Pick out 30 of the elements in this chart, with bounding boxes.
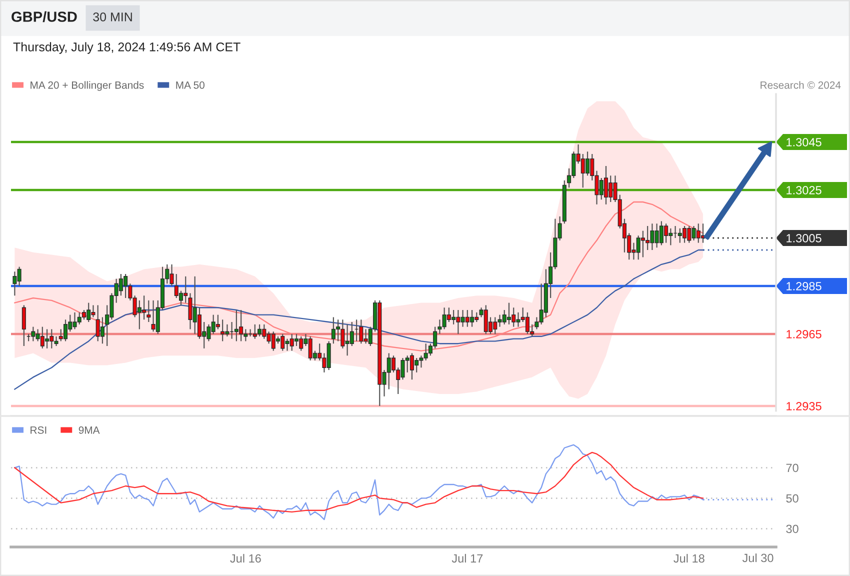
- x-tick-label: Jul 17: [452, 554, 483, 563]
- y-tick-label: 1.2985: [786, 282, 822, 290]
- y-tick-label: 30: [786, 524, 798, 534]
- candlestick: [220, 319, 225, 342]
- candlestick: [146, 300, 151, 323]
- text: Thursday, July 18, 2024 1:49:56 AM CET: [13, 42, 240, 54]
- candlestick: [216, 314, 220, 330]
- line-series: [14, 452, 704, 513]
- candlestick: [22, 304, 26, 347]
- y-tick-label: 70: [786, 464, 798, 472]
- legend-label: 9MA: [78, 426, 100, 434]
- y-tick-label: 1.2935: [786, 402, 822, 410]
- x-tick-label: Jul 18: [674, 554, 704, 563]
- y-tick-label: 1.3005: [786, 234, 822, 242]
- y-tick-label: 1.2965: [786, 330, 822, 338]
- candlestick: [604, 165, 608, 205]
- text: Research © 2024: [760, 81, 841, 89]
- x-tick-label: Jul 16: [230, 554, 261, 563]
- legend-label: MA 50: [176, 81, 204, 89]
- y-tick-label: 1.3025: [786, 186, 822, 194]
- chart-title: GBP/USD: [12, 11, 77, 22]
- y-tick-label: 50: [786, 494, 798, 503]
- line-series: [14, 201, 704, 352]
- legend-label: MA 20 + Bollinger Bands: [30, 81, 144, 91]
- legend-label: RSI: [30, 426, 46, 434]
- y-tick-label: 1.3045: [786, 138, 822, 146]
- chart-subtitle: 30 MIN: [93, 12, 132, 22]
- candlestick: [100, 316, 104, 344]
- candlestick: [350, 321, 354, 347]
- text: Jul 30: [742, 553, 774, 562]
